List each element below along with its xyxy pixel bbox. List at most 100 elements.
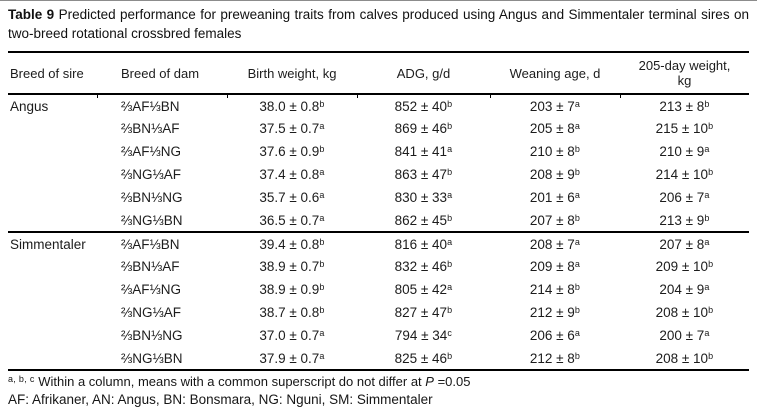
cell-value: 37.4 ± 0.8 bbox=[259, 167, 320, 182]
table-row: ⅔BN⅓AF 37.5 ± 0.7a 869 ± 46b 205 ± 8a 215 ± … bbox=[8, 117, 749, 140]
weaning-age-cell: 209 ± 8a bbox=[490, 255, 620, 278]
significance-superscript: a bbox=[704, 328, 710, 338]
significance-superscript: a bbox=[319, 190, 325, 200]
significance-superscript: a bbox=[574, 236, 581, 247]
significance-superscript: a bbox=[447, 190, 453, 200]
weight-205-day-cell: 214 ± 10b bbox=[620, 163, 749, 186]
adg-cell: 816 ± 40a bbox=[357, 232, 490, 255]
column-tick bbox=[490, 95, 491, 98]
significance-superscript: a bbox=[704, 236, 710, 247]
sire-cell: Simmentaler bbox=[10, 236, 86, 252]
sire-cell bbox=[8, 278, 97, 301]
birth-weight-cell: 37.5 ± 0.7a bbox=[227, 117, 357, 140]
significance-superscript: b bbox=[447, 305, 453, 315]
significance-superscript: b bbox=[447, 350, 453, 361]
cell-value: 213 ± 9 bbox=[659, 212, 705, 228]
significance-superscript: b bbox=[708, 350, 714, 361]
adg-cell: 827 ± 47b bbox=[357, 301, 490, 324]
weight-205-day-cell: 200 ± 7a bbox=[620, 324, 749, 347]
table-row: ⅔AF⅓NG 37.6 ± 0.9b 841 ± 41a 210 ± 8b 210 ± … bbox=[8, 140, 749, 163]
weight-205-day-cell: 208 ± 10b bbox=[620, 301, 749, 324]
column-tick bbox=[357, 95, 358, 98]
cell-value: 204 ± 9 bbox=[659, 282, 705, 297]
significance-superscript: b bbox=[574, 350, 581, 361]
cell-value: 38.0 ± 0.8 bbox=[259, 98, 320, 114]
weaning-age-cell: 214 ± 8b bbox=[490, 278, 620, 301]
column-tick bbox=[97, 95, 98, 98]
significance-superscript: b bbox=[704, 212, 710, 223]
adg-cell: 862 ± 45b bbox=[357, 209, 490, 232]
sire-cell bbox=[8, 117, 97, 140]
birth-weight-cell: 37.0 ± 0.7a bbox=[227, 324, 357, 347]
weaning-age-cell: 212 ± 8b bbox=[490, 347, 620, 370]
significance-superscript: a bbox=[447, 144, 453, 154]
cell-value: 200 ± 7 bbox=[659, 328, 705, 343]
cell-value: 816 ± 40 bbox=[394, 236, 448, 252]
cell-value: 210 ± 9 bbox=[659, 144, 705, 159]
weaning-age-cell: 201 ± 6a bbox=[490, 186, 620, 209]
significance-superscript: a bbox=[447, 282, 453, 292]
weight-205-day-cell: 204 ± 9a bbox=[620, 278, 749, 301]
weaning-age-cell: 212 ± 9b bbox=[490, 301, 620, 324]
cell-value: 208 ± 9 bbox=[529, 167, 575, 182]
cell-value: 39.4 ± 0.8 bbox=[259, 236, 320, 252]
significance-superscript: b bbox=[319, 282, 325, 292]
dam-cell: ⅔AF⅓BN bbox=[121, 98, 180, 114]
birth-weight-cell: 38.9 ± 0.9b bbox=[227, 278, 357, 301]
sire-cell bbox=[8, 186, 97, 209]
adg-cell: 825 ± 46b bbox=[357, 347, 490, 370]
weight-205-day-cell: 213 ± 9b bbox=[620, 209, 749, 232]
significance-superscript: a bbox=[574, 328, 581, 338]
table-wrap: Breed of sire Breed of dam Birth weight,… bbox=[8, 51, 749, 371]
cell-value: 207 ± 8 bbox=[659, 236, 705, 252]
significance-text: Within a column, means with a common sup… bbox=[34, 374, 426, 389]
weight-205-day-cell: 208 ± 10b bbox=[620, 347, 749, 370]
cell-value: 203 ± 7 bbox=[529, 98, 575, 114]
sire-cell: Angus bbox=[10, 98, 49, 114]
significance-pvalue: =0.05 bbox=[433, 374, 471, 389]
significance-superscript: b bbox=[447, 167, 453, 177]
cell-value: 37.5 ± 0.7 bbox=[259, 121, 320, 136]
cell-value: 37.0 ± 0.7 bbox=[259, 328, 320, 343]
cell-value: 212 ± 9 bbox=[529, 305, 575, 320]
sire-cell bbox=[8, 255, 97, 278]
adg-cell: 832 ± 46b bbox=[357, 255, 490, 278]
significance-superscript: b bbox=[319, 259, 325, 269]
cell-value: 830 ± 33 bbox=[394, 190, 448, 205]
birth-weight-cell: 37.4 ± 0.8a bbox=[227, 163, 357, 186]
col-header-breed-of-sire: Breed of sire bbox=[10, 65, 84, 81]
significance-superscripts: a, b, c bbox=[8, 374, 35, 384]
cell-value: 209 ± 10 bbox=[655, 259, 709, 274]
cell-value: 208 ± 10 bbox=[655, 350, 709, 366]
significance-superscript: a bbox=[319, 212, 325, 223]
adg-cell: 830 ± 33a bbox=[357, 186, 490, 209]
adg-cell: 805 ± 42a bbox=[357, 278, 490, 301]
col-header-birth-weight: Birth weight, kg bbox=[247, 65, 337, 81]
significance-superscript: b bbox=[574, 212, 581, 223]
cell-value: 210 ± 8 bbox=[529, 144, 575, 159]
significance-superscript: a bbox=[447, 236, 453, 247]
sire-cell bbox=[8, 347, 97, 370]
weight-205-day-cell: 215 ± 10b bbox=[620, 117, 749, 140]
column-tick bbox=[227, 95, 228, 98]
sire-cell bbox=[8, 301, 97, 324]
dam-cell: ⅔NG⅓BN bbox=[121, 350, 183, 366]
cell-value: 36.5 ± 0.7 bbox=[259, 212, 320, 228]
birth-weight-cell: 37.6 ± 0.9b bbox=[227, 140, 357, 163]
cell-value: 38.7 ± 0.8 bbox=[259, 305, 320, 320]
significance-superscript: b bbox=[319, 236, 325, 247]
page: Table 9 Predicted performance for prewea… bbox=[0, 1, 757, 408]
dam-cell: ⅔BN⅓NG bbox=[121, 190, 183, 205]
dam-cell: ⅔BN⅓AF bbox=[121, 121, 180, 136]
significance-superscript: b bbox=[447, 98, 453, 109]
adg-cell: 852 ± 40b bbox=[357, 94, 490, 117]
significance-superscript: a bbox=[704, 190, 710, 200]
cell-value: 37.9 ± 0.7 bbox=[259, 350, 320, 366]
adg-cell: 794 ± 34c bbox=[357, 324, 490, 347]
sire-cell bbox=[8, 140, 97, 163]
cell-value: 206 ± 6 bbox=[529, 328, 575, 343]
col-header-205-day-weight: 205-day weight, kg bbox=[638, 58, 731, 88]
table-row: ⅔NG⅓BN 36.5 ± 0.7a 862 ± 45b 207 ± 8b 213 ± … bbox=[8, 209, 749, 232]
significance-superscript: b bbox=[447, 121, 453, 131]
sire-cell bbox=[8, 324, 97, 347]
